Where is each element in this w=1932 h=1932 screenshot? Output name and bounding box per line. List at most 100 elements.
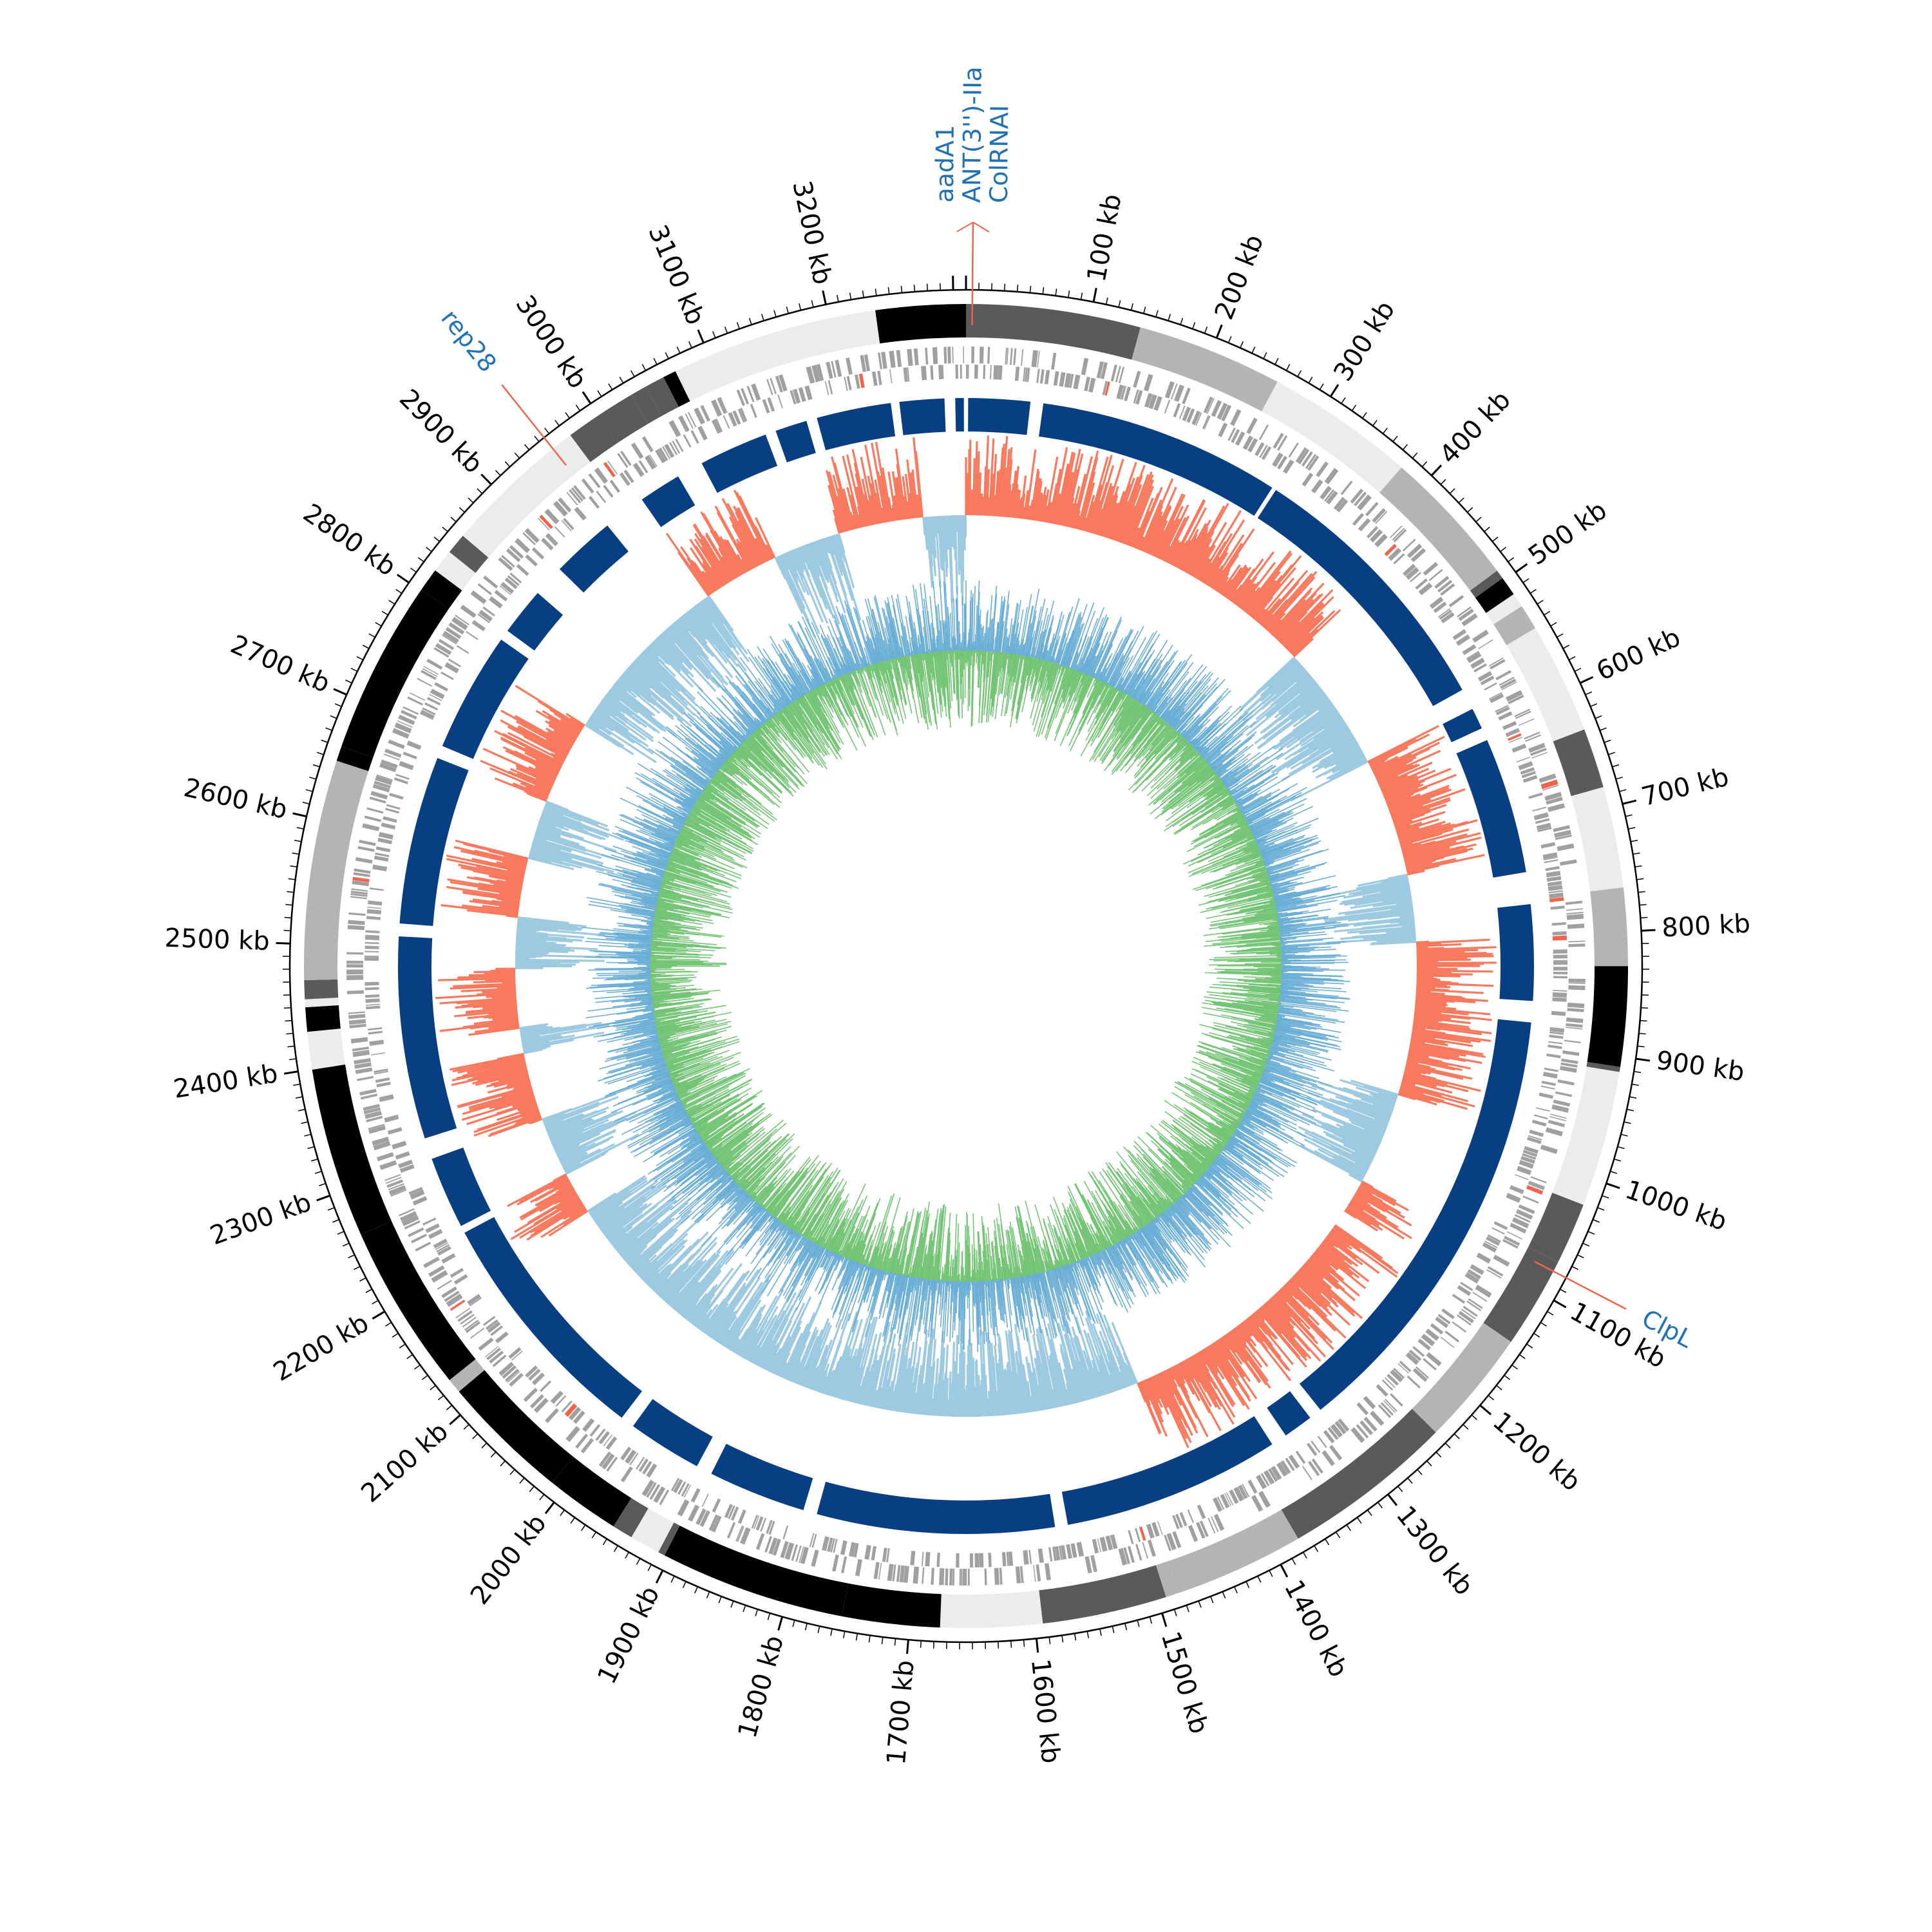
gene	[1553, 990, 1567, 992]
contig-segment	[631, 386, 662, 424]
gene	[770, 377, 777, 395]
gene	[524, 528, 540, 544]
gene	[365, 955, 379, 958]
gene	[1048, 1547, 1053, 1562]
contig-segment	[1486, 594, 1522, 625]
gene	[360, 1094, 378, 1100]
gene	[1359, 1420, 1374, 1435]
blast-hit	[899, 398, 946, 435]
gene	[406, 740, 422, 750]
gene	[349, 1023, 366, 1028]
gene	[1522, 1195, 1539, 1204]
gene	[581, 478, 594, 494]
gene	[365, 945, 379, 949]
gene	[620, 1466, 633, 1482]
gene	[1105, 1535, 1113, 1551]
gene	[678, 415, 690, 433]
gene	[1081, 357, 1089, 375]
blast-hit	[399, 758, 469, 926]
gene	[1567, 1008, 1584, 1012]
blast-hit	[442, 639, 529, 759]
gene	[504, 577, 518, 589]
gene	[367, 900, 383, 906]
gene	[1403, 564, 1416, 576]
gene	[1549, 1031, 1564, 1035]
gene	[575, 1434, 589, 1449]
gene	[1164, 399, 1171, 414]
gene	[393, 777, 408, 784]
gene	[952, 346, 954, 364]
blast-hit	[1257, 489, 1463, 706]
gene	[569, 489, 582, 504]
gene	[369, 797, 386, 804]
gene	[849, 1542, 856, 1557]
blast-hit	[817, 1481, 1056, 1535]
contig-segment	[940, 1594, 947, 1628]
gene	[699, 1510, 710, 1528]
gc-bar	[1290, 761, 1368, 802]
gene	[387, 1127, 402, 1135]
contig-segment	[1132, 327, 1278, 412]
gene	[1553, 954, 1567, 959]
gene	[498, 557, 513, 571]
gene	[1566, 1023, 1583, 1028]
gene	[369, 887, 384, 891]
gene	[1110, 365, 1117, 382]
gene	[921, 1551, 924, 1566]
gene	[889, 369, 893, 384]
gene	[1031, 350, 1039, 368]
gene	[798, 387, 806, 402]
gene	[417, 677, 433, 687]
gene	[455, 614, 469, 626]
gene	[1526, 1185, 1544, 1195]
gene	[1099, 1537, 1108, 1552]
gene	[511, 1350, 523, 1361]
gc-bar	[1370, 940, 1417, 945]
gene	[1553, 825, 1570, 833]
gene	[1116, 384, 1124, 399]
gene	[1302, 1465, 1312, 1481]
gene	[379, 1094, 394, 1103]
gene	[896, 1565, 901, 1582]
skew-bar	[973, 650, 976, 667]
gene	[1084, 377, 1090, 392]
gene	[1458, 609, 1474, 621]
gene	[701, 1493, 709, 1507]
gene	[1566, 908, 1583, 911]
gene	[364, 815, 382, 822]
skew-bar	[1016, 657, 1031, 724]
gene	[1172, 1531, 1182, 1548]
gene	[952, 1568, 955, 1586]
gene	[384, 748, 402, 758]
gene	[974, 1553, 980, 1567]
gene	[1457, 606, 1472, 618]
blast-hit	[1061, 1416, 1273, 1525]
gene	[1197, 1504, 1206, 1519]
gene	[1251, 1495, 1264, 1512]
gene	[1480, 676, 1495, 685]
gene	[1306, 1443, 1318, 1456]
gc-bar	[1407, 869, 1425, 876]
gene	[1271, 1466, 1282, 1481]
gene	[712, 1498, 721, 1513]
gene	[1229, 1489, 1239, 1504]
gene	[381, 822, 396, 830]
gene	[735, 1525, 743, 1542]
gene	[433, 647, 450, 658]
gene	[1033, 1565, 1036, 1582]
gene	[1276, 435, 1288, 451]
skew-bar	[972, 585, 976, 651]
gene	[1092, 1539, 1099, 1554]
gene	[1551, 1010, 1566, 1016]
gene	[573, 1410, 585, 1425]
gene	[1528, 743, 1546, 753]
gene	[1311, 1458, 1323, 1474]
gene	[1568, 985, 1586, 990]
gene	[507, 575, 520, 587]
gene	[1059, 372, 1066, 387]
gene	[768, 1520, 775, 1535]
gene	[1487, 1266, 1504, 1277]
gene	[533, 1397, 549, 1413]
gene	[625, 1449, 637, 1464]
gene	[1519, 1160, 1534, 1169]
